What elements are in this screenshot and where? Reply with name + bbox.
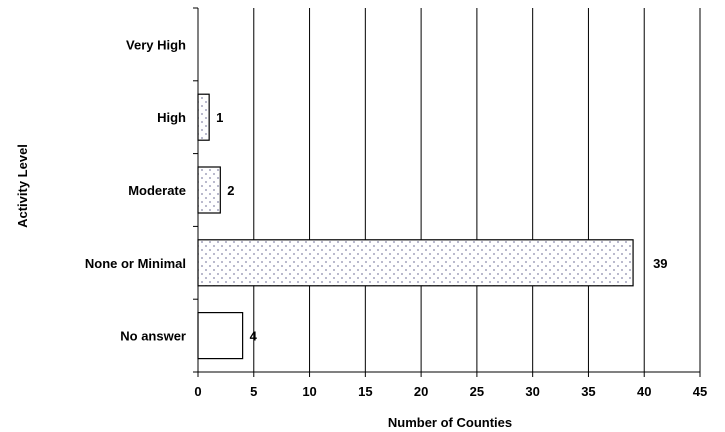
category-label: Very High — [126, 37, 186, 52]
x-tick-label: 35 — [581, 384, 595, 399]
gridlines — [253, 8, 701, 372]
x-tick-label: 45 — [693, 384, 707, 399]
x-tick-label: 10 — [302, 384, 316, 399]
bar — [197, 93, 210, 141]
x-tick-label: 20 — [414, 384, 428, 399]
data-label: 39 — [653, 256, 667, 271]
x-tick-label: 5 — [250, 384, 257, 399]
axes — [193, 7, 701, 377]
x-tick-label: 0 — [194, 384, 201, 399]
category-label: High — [157, 110, 186, 125]
category-label: Moderate — [128, 183, 186, 198]
x-tick-label: 40 — [637, 384, 651, 399]
data-label: 4 — [250, 329, 258, 344]
bar — [197, 166, 221, 214]
bars — [197, 93, 634, 360]
category-label: None or Minimal — [85, 256, 186, 271]
category-label: No answer — [120, 329, 186, 344]
x-tick-label: 15 — [358, 384, 372, 399]
x-tick-label: 30 — [525, 384, 539, 399]
bar — [197, 312, 244, 360]
x-tick-label: 25 — [470, 384, 484, 399]
bar — [197, 239, 634, 287]
y-axis-title: Activity Level — [15, 144, 30, 228]
x-axis-title: Number of Counties — [388, 415, 512, 430]
data-label: 2 — [227, 183, 234, 198]
data-label: 1 — [216, 110, 223, 125]
labels: 0 5 10 15 20 25 30 35 40 45 Very High High 1 Moderate… — [85, 37, 707, 399]
